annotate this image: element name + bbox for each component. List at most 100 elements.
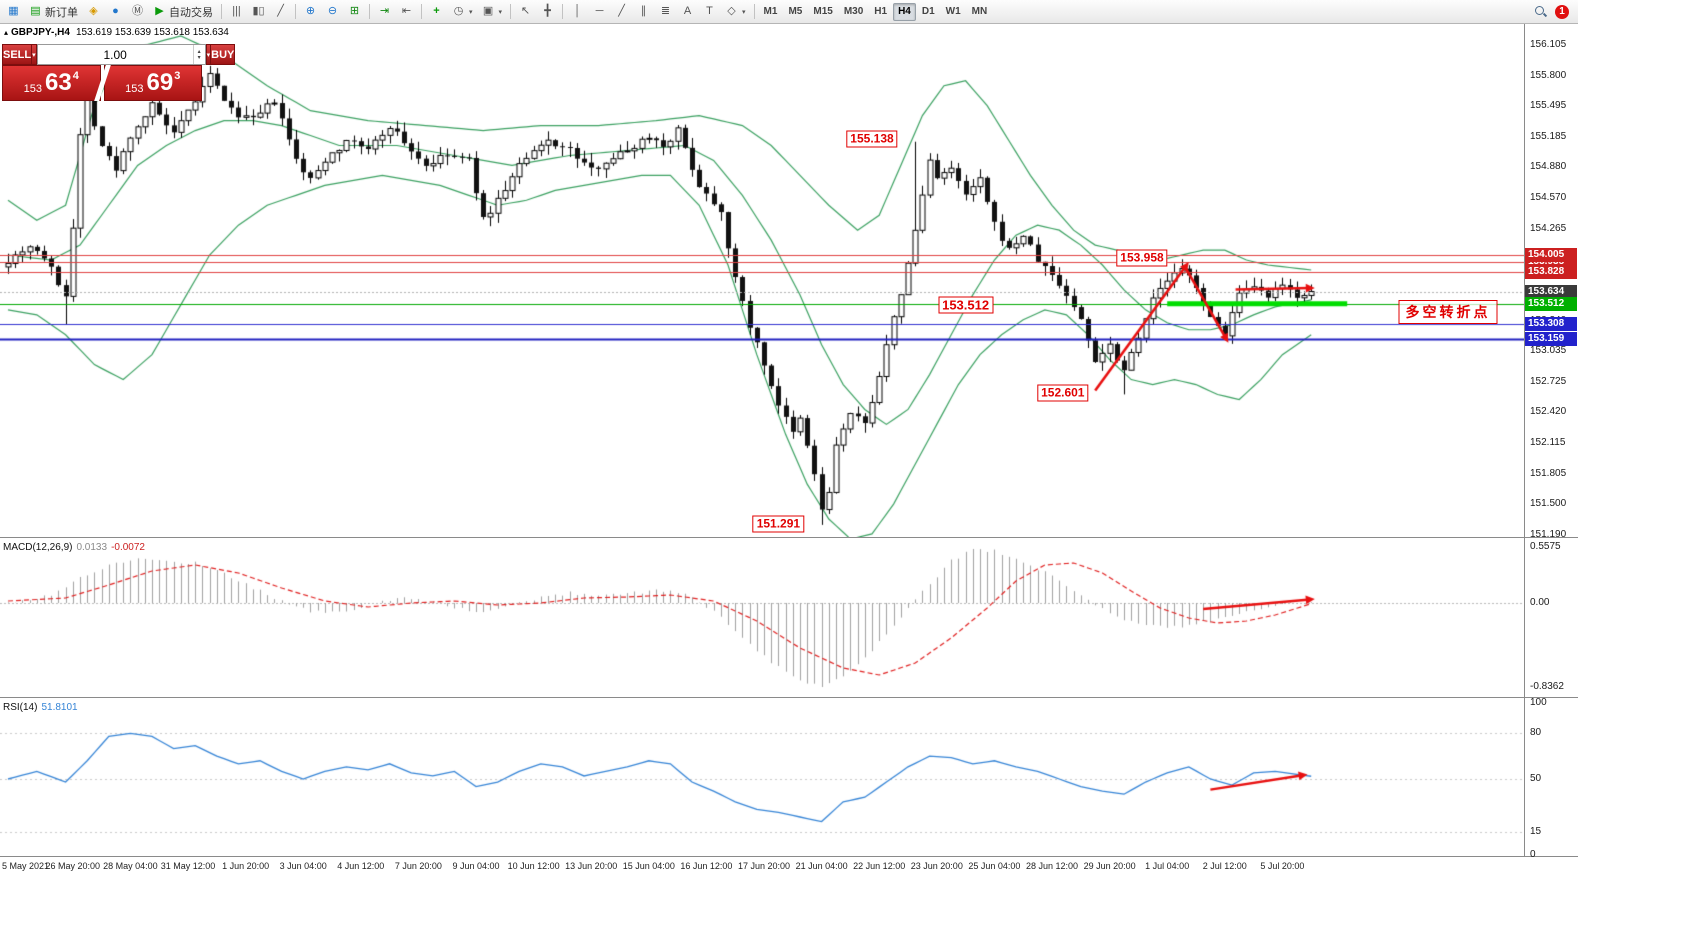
time-axis-label: 2 Jul 12:00 [1202, 861, 1247, 871]
price-annotation-label[interactable]: 153.958 [1116, 249, 1168, 267]
periods-button[interactable]: ◷ ▾ [448, 2, 477, 22]
time-axis-label: 22 Jun 12:00 [853, 861, 906, 871]
stepper-down-icon[interactable]: ▾ [197, 54, 201, 61]
sell-options-dropdown[interactable]: ▾ [32, 44, 37, 65]
new-order-button[interactable]: ▤ 新订单 [25, 2, 82, 22]
ohlc-readout: 153.619 153.639 153.618 153.634 [75, 27, 229, 38]
timeframe-m1-button[interactable]: M1 [759, 3, 783, 21]
buy-price-main: 69 [146, 69, 174, 96]
buy-options-dropdown[interactable]: ▾ [205, 44, 211, 65]
turning-point-annotation[interactable]: 多空转折点 [1398, 299, 1498, 324]
panel-resize-handle[interactable] [0, 697, 1578, 698]
new-chart-button[interactable]: ▦ [3, 2, 24, 22]
auto-scroll-button[interactable]: ⇥ [374, 2, 395, 22]
timeframe-h4-button[interactable]: H4 [893, 2, 916, 21]
auto-trading-label: 自动交易 [169, 6, 213, 19]
timeframe-m15-button[interactable]: M15 [808, 3, 837, 21]
timeframe-h1-button[interactable]: H1 [869, 3, 892, 21]
fibonacci-tool-button[interactable]: ≣ [655, 2, 676, 22]
time-axis-label: 21 Jun 04:00 [795, 861, 848, 871]
sell-price-display[interactable]: 153 63 4 [2, 65, 101, 101]
auto-scroll-icon: ⇥ [379, 5, 390, 17]
macd-name: MACD(12,26,9) [3, 542, 73, 553]
rsi-indicator-canvas[interactable] [0, 699, 1524, 856]
notification-badge[interactable]: 1 [1555, 4, 1569, 19]
candlestick-chart-button[interactable]: ▮▯ [248, 2, 269, 22]
price-chart-canvas[interactable] [0, 24, 1524, 537]
community-button[interactable]: ● [105, 2, 126, 22]
timeframe-w1-button[interactable]: W1 [941, 3, 966, 21]
buy-price-display[interactable]: 153 69 3 [103, 65, 202, 101]
new-order-icon: ▤ [30, 5, 41, 17]
channel-tool-button[interactable]: ∥ [633, 2, 654, 22]
macd-axis-label: 0.5575 [1530, 541, 1561, 553]
price-axis-label: 152.115 [1530, 436, 1566, 448]
zoom-out-button[interactable]: ⊖ [322, 2, 343, 22]
collapse-one-click-icon[interactable]: ▴ [4, 28, 9, 37]
price-tag: 153.159 [1525, 331, 1577, 346]
text-tool-button[interactable]: A [677, 2, 698, 22]
label-tool-button[interactable]: T [699, 2, 720, 22]
toolbar-separator [295, 4, 296, 19]
chevron-down-icon: ▾ [469, 8, 473, 16]
timeframe-m5-button[interactable]: M5 [783, 3, 807, 21]
timeframe-m30-button[interactable]: M30 [839, 3, 868, 21]
rsi-title: RSI(14) 51.8101 [3, 702, 78, 713]
crosshair-icon: ╋ [544, 5, 551, 17]
mt4-window: ▦ ▤ 新订单 ◈ ● Ⓜ ▶ 自动交易 ||| ▮▯ ╱ ⊕ ⊖ ⊞ ⇥ ⇤ + … [0, 0, 1578, 944]
shapes-tool-button[interactable]: ◇ ▾ [721, 2, 750, 22]
templates-button[interactable]: ▣ ▾ [478, 2, 507, 22]
timeframe-d1-button[interactable]: D1 [917, 3, 940, 21]
crosshair-tool-button[interactable]: ╋ [537, 2, 558, 22]
time-axis[interactable] [0, 856, 1578, 882]
time-axis-label: 10 Jun 12:00 [507, 861, 560, 871]
market-button[interactable]: Ⓜ [127, 2, 148, 22]
toolbar-separator [421, 4, 422, 19]
time-axis-label: 1 Jun 20:00 [222, 861, 270, 871]
zoom-out-icon: ⊖ [327, 5, 338, 17]
stepper-up-icon[interactable]: ▴ [197, 48, 201, 55]
horizontal-line-tool-button[interactable]: ─ [589, 2, 610, 22]
add-indicator-button[interactable]: + [426, 2, 447, 22]
bar-chart-button[interactable]: ||| [226, 2, 247, 22]
sell-button[interactable]: SELL [2, 44, 33, 65]
rsi-axis-label: 50 [1530, 773, 1542, 784]
chart-shift-button[interactable]: ⇤ [396, 2, 417, 22]
market-icon: Ⓜ [132, 5, 143, 17]
vertical-line-tool-button[interactable]: │ [567, 2, 588, 22]
zoom-in-button[interactable]: ⊕ [300, 2, 321, 22]
price-tag: 154.005 [1525, 247, 1577, 262]
price-annotation-label[interactable]: 152.601 [1037, 384, 1089, 402]
buy-button[interactable]: BUY [210, 44, 236, 65]
price-axis-border [1524, 24, 1525, 856]
volume-input[interactable] [37, 45, 193, 64]
search-icon[interactable] [1534, 5, 1547, 18]
time-axis-label: 23 Jun 20:00 [910, 861, 963, 871]
toolbar-right-group: 1 [1534, 4, 1575, 19]
label-tool-icon: T [706, 5, 713, 17]
rsi-axis-label: 0 [1530, 849, 1536, 860]
line-chart-button[interactable]: ╱ [270, 2, 291, 22]
tile-windows-button[interactable]: ⊞ [344, 2, 365, 22]
fibonacci-icon: ≣ [660, 5, 671, 17]
time-axis-label: 3 Jun 04:00 [279, 861, 327, 871]
price-axis-label: 151.190 [1530, 528, 1567, 540]
cursor-tool-button[interactable]: ↖ [515, 2, 536, 22]
rsi-axis-label: 15 [1530, 826, 1542, 838]
panel-resize-handle[interactable] [0, 537, 1578, 538]
time-axis-label: 25 Jun 04:00 [968, 861, 1021, 871]
timeframe-mn-button[interactable]: MN [967, 3, 993, 21]
macd-indicator-canvas[interactable] [0, 539, 1524, 696]
price-axis-label: 151.500 [1530, 498, 1567, 510]
mql5-compass-icon: ◈ [89, 5, 98, 17]
price-annotation-label[interactable]: 155.138 [846, 130, 898, 148]
volume-stepper[interactable]: ▴ ▾ [192, 45, 205, 64]
price-axis-label: 155.495 [1530, 100, 1567, 112]
mql5-button[interactable]: ◈ [83, 2, 104, 22]
trendline-tool-button[interactable]: ╱ [611, 2, 632, 22]
auto-trading-button[interactable]: ▶ 自动交易 [149, 2, 217, 22]
price-annotation-label[interactable]: 153.512 [938, 296, 994, 314]
cursor-icon: ↖ [520, 5, 531, 17]
price-annotation-label[interactable]: 151.291 [752, 515, 805, 533]
